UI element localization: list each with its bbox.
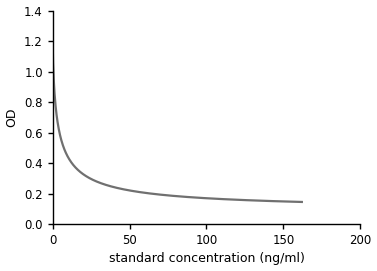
Y-axis label: OD: OD bbox=[6, 108, 18, 127]
X-axis label: standard concentration (ng/ml): standard concentration (ng/ml) bbox=[109, 253, 304, 265]
